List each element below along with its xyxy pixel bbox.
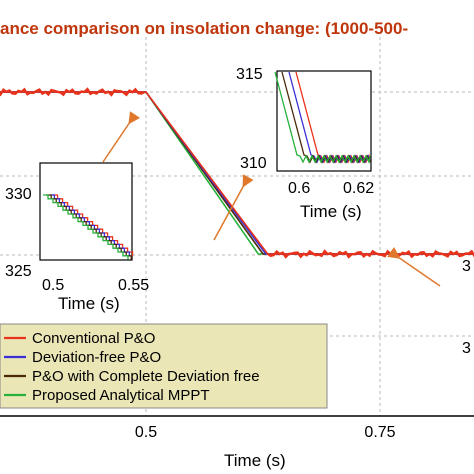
- series-ripple: [0, 87, 145, 97]
- inset-right-line: [274, 71, 371, 165]
- x-tick-labels: 0.250.50.751.0: [135, 424, 396, 441]
- inset-right-series: [274, 71, 371, 165]
- inset-right-xtick: 0.6: [288, 180, 310, 197]
- inset-left-line: [43, 194, 129, 260]
- legend: Conventional P&O Deviation-free P&O P&O wi…: [0, 323, 328, 409]
- series-line: [0, 91, 474, 255]
- series-line: [0, 91, 474, 255]
- inset-left-xlabel: Time (s): [58, 294, 120, 313]
- inset-left-frame: [39, 162, 133, 261]
- inset-right-ytick: 310: [240, 155, 267, 172]
- legend-entry: P&O with Complete Deviation free: [32, 368, 260, 385]
- x-tick-label: 0.5: [135, 424, 157, 441]
- inset-right-xtick: 0.62: [343, 180, 374, 197]
- right-tick-label: 3: [462, 258, 471, 275]
- inset-left-xtick: 0.5: [42, 277, 64, 294]
- inset-left-ytick: 330: [5, 186, 32, 203]
- inset-left-series: [43, 194, 134, 260]
- annotation-arrow: [102, 111, 141, 163]
- inset-left-xtick: 0.55: [118, 277, 149, 294]
- series-line: [0, 91, 474, 255]
- inset-left-ytick: 325: [5, 263, 32, 280]
- main-series: [0, 87, 474, 259]
- legend-entry: Deviation-free P&O: [32, 349, 161, 366]
- chart-title: ance comparison on insolation change: (1…: [0, 19, 408, 38]
- series-ripple: [267, 249, 474, 259]
- annotation-arrow: [213, 174, 254, 241]
- inset-left: 330 325 0.5 0.55 Time (s): [5, 162, 149, 313]
- legend-entry: Conventional P&O: [32, 330, 155, 347]
- legend-entry: Proposed Analytical MPPT: [32, 387, 210, 404]
- x-tick-label: 0.75: [364, 424, 395, 441]
- inset-right: 315 310 0.6 0.62 Time (s): [236, 66, 374, 221]
- inset-right-line: [288, 71, 371, 164]
- right-tick-label: 3: [462, 340, 471, 357]
- inset-right-xlabel: Time (s): [300, 202, 362, 221]
- annotation-arrow: [387, 246, 441, 287]
- x-axis-label: Time (s): [224, 451, 286, 470]
- inset-right-ytick: 315: [236, 66, 263, 83]
- legend-box: [0, 323, 328, 409]
